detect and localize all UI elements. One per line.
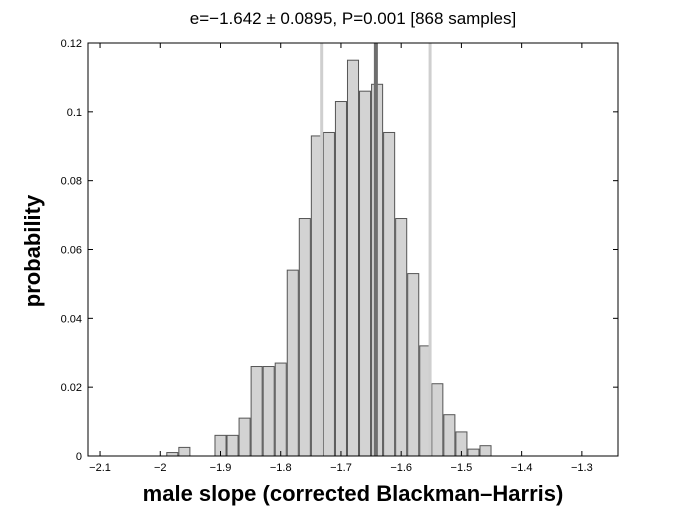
histogram-bar — [431, 383, 444, 457]
y-tick-label: 0.04 — [61, 313, 82, 325]
histogram-bar — [407, 273, 420, 457]
x-tick-label: −1.7 — [330, 462, 352, 474]
histogram-bar — [479, 445, 492, 457]
histogram-bar — [274, 362, 287, 457]
histogram-bar — [467, 448, 480, 457]
x-tick-label: −1.9 — [210, 462, 232, 474]
y-tick-label: 0.1 — [67, 107, 82, 119]
histogram-bar — [238, 417, 251, 457]
y-axis-label: probability — [20, 194, 45, 307]
histogram-bar — [262, 366, 275, 457]
histogram-bar — [383, 131, 396, 457]
y-tick-label: 0.08 — [61, 176, 82, 188]
histogram-bar — [166, 452, 179, 457]
histogram-bar — [286, 269, 299, 457]
x-tick-label: −1.6 — [390, 462, 412, 474]
x-tick-label: −1.4 — [511, 462, 533, 474]
histogram-bar — [443, 414, 456, 457]
histogram-bar — [178, 446, 191, 457]
histogram-bar — [359, 90, 372, 457]
histogram-bar — [322, 131, 335, 457]
x-tick-label: −2.1 — [89, 462, 111, 474]
histogram-bar — [298, 218, 311, 457]
y-tick-label: 0.02 — [61, 382, 82, 394]
histogram-bar — [334, 101, 347, 457]
x-tick-label: −1.5 — [451, 462, 473, 474]
y-tick-label: 0.06 — [61, 245, 82, 257]
histogram-bar — [346, 59, 360, 457]
y-tick-label: 0 — [76, 451, 82, 463]
y-tick-label: 0.12 — [61, 38, 82, 50]
histogram-bar — [250, 366, 263, 457]
histogram-bar — [395, 218, 408, 457]
x-tick-label: −1.8 — [270, 462, 292, 474]
plot-area: −2.1 −2 −1.9 −1.8 −1.7 −1.6 −1.5 −1.4 −1.3 0 0.02 0… — [61, 38, 619, 474]
x-tick-label: −1.3 — [571, 462, 593, 474]
x-tick-label: −2 — [154, 462, 167, 474]
x-axis-label: male slope (corrected Blackman–Harris) — [143, 481, 564, 506]
chart-title: e=−1.642 ± 0.0895, P=0.001 [868 samples] — [190, 9, 516, 28]
histogram-bar — [226, 434, 239, 457]
